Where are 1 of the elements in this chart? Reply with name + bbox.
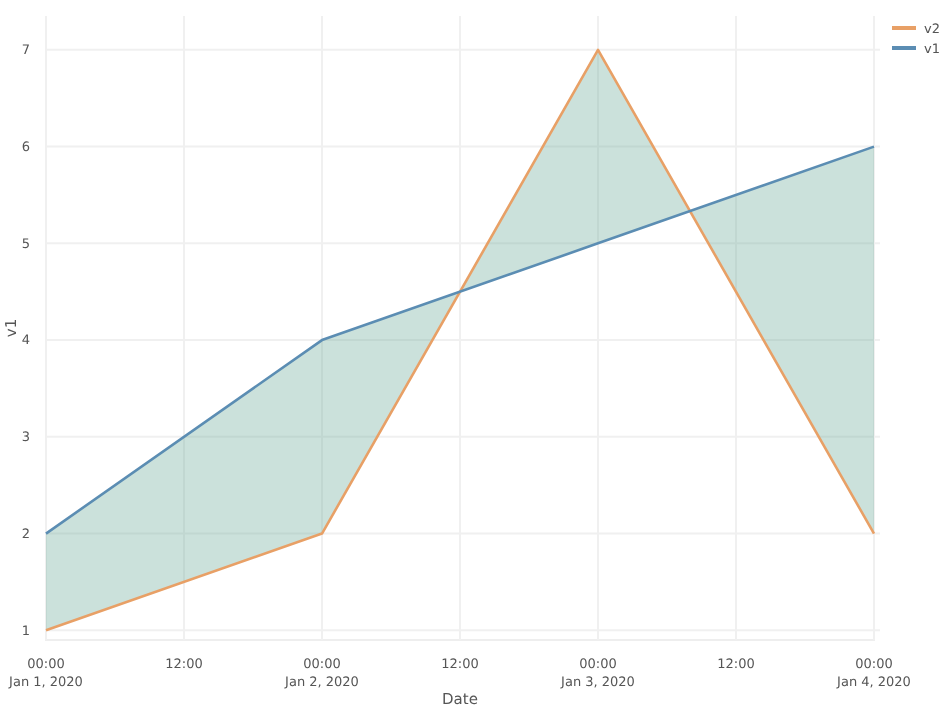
line-series — [44, 145, 876, 535]
